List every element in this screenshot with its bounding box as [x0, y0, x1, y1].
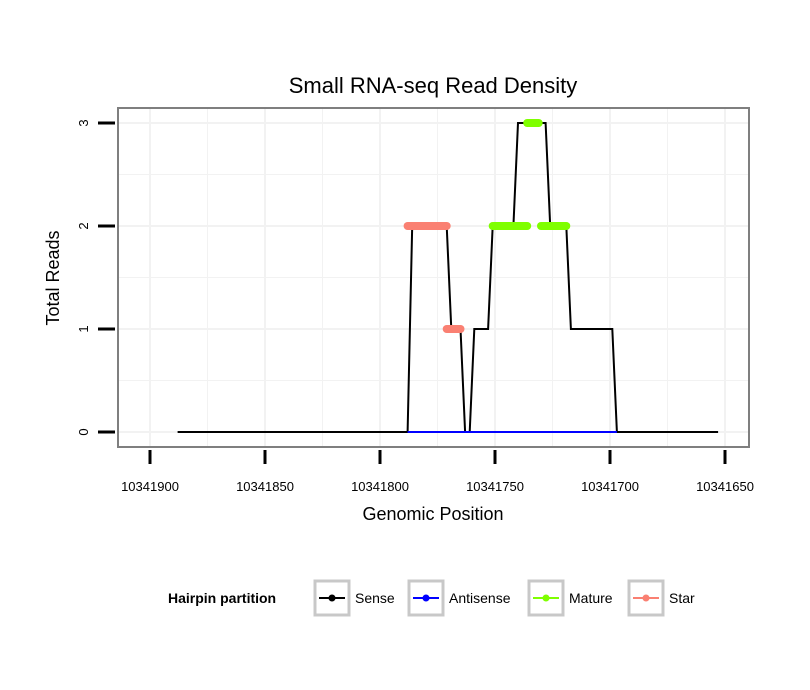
legend: Hairpin partition Sense Antisense Mature St…	[168, 579, 695, 617]
series-line-sense	[177, 122, 719, 433]
legend-item: Mature	[527, 579, 613, 617]
legend-label: Antisense	[449, 590, 511, 606]
legend-label: Mature	[569, 590, 613, 606]
x-axis: 10341900 10341850 10341800 10341750 10341700…	[121, 450, 754, 494]
legend-label: Sense	[355, 590, 395, 606]
gridlines	[118, 108, 749, 447]
legend-item: Sense	[313, 579, 395, 617]
x-tick-label: 10341850	[236, 479, 294, 494]
y-axis-label: Total Reads	[43, 230, 63, 325]
legend-item: Star	[627, 579, 695, 617]
x-tick-label: 10341650	[696, 479, 754, 494]
legend-title: Hairpin partition	[168, 590, 276, 606]
series-layer	[177, 119, 719, 433]
plot-border	[117, 107, 750, 448]
y-axis: 0 1 2 3	[76, 119, 115, 436]
legend-key-point	[422, 594, 430, 602]
y-tick-label: 0	[76, 428, 91, 435]
legend-key-point	[328, 594, 336, 602]
y-tick-label: 1	[76, 325, 91, 332]
chart-title: Small RNA-seq Read Density	[289, 73, 578, 98]
x-tick-label: 10341800	[351, 479, 409, 494]
x-tick-label: 10341900	[121, 479, 179, 494]
x-tick-label: 10341700	[581, 479, 639, 494]
legend-key-point	[642, 594, 650, 602]
legend-item: Antisense	[407, 579, 511, 617]
legend-label: Star	[669, 590, 695, 606]
legend-key-point	[542, 594, 550, 602]
x-tick-label: 10341750	[466, 479, 524, 494]
y-tick-label: 3	[76, 119, 91, 126]
y-tick-label: 2	[76, 222, 91, 229]
x-axis-label: Genomic Position	[362, 504, 503, 524]
